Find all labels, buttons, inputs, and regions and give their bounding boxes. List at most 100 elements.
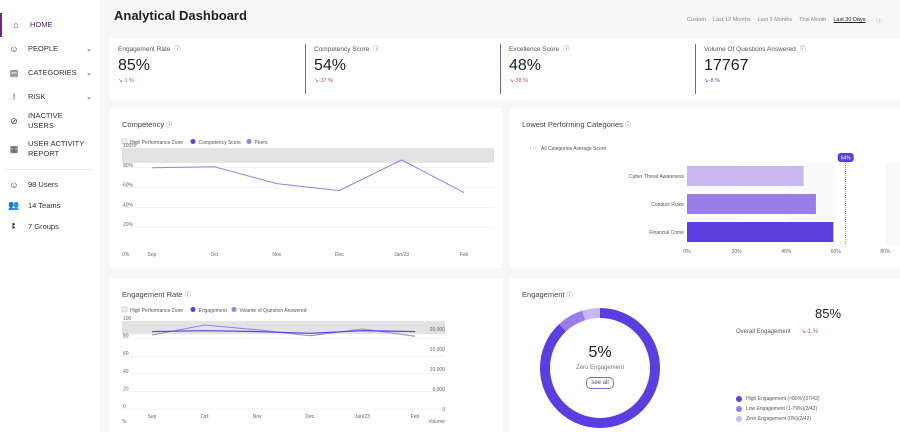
sidebar-item-people[interactable]: ☺ PEOPLE ⌄: [0, 37, 100, 61]
sidebar-item-home[interactable]: ⌂ HOME: [0, 13, 100, 37]
teams-icon: 👥: [8, 200, 20, 210]
x-origin-label: 0%: [122, 252, 130, 258]
y2-tick-label: 20,000: [430, 327, 446, 333]
legend-dot: [246, 139, 252, 144]
report-icon: ▦: [9, 143, 19, 154]
y-tick-label: 80: [123, 334, 129, 340]
y-tick-label: 60%: [123, 183, 134, 189]
sidebar-stat-label: 98 Users: [28, 180, 59, 189]
legend-item: Zero Engagement (0%)(2/42): [736, 414, 820, 424]
x-tick-label: Nov: [253, 414, 262, 420]
zero-engagement-value: 5%: [588, 344, 612, 361]
kpi-label: Volume Of Questions Answered ⓘ: [704, 44, 806, 53]
donut-slice: [582, 308, 601, 321]
date-range-selector: Custom Last 12 Months Last 3 Months This Mo…: [687, 17, 882, 25]
average-legend-label: All Categories Average Score: [541, 146, 606, 152]
kpi-delta: ↘-8 %: [704, 78, 720, 84]
sidebar-item-user-activity-report[interactable]: ▦ USER ACTIVITY REPORT: [0, 133, 100, 165]
groups-icon: ꔪ: [11, 221, 17, 231]
main: Analytical Dashboard Custom Last 12 Month…: [104, 0, 900, 432]
sidebar-item-categories[interactable]: ▤ CATEGORIES ⌄: [0, 61, 100, 85]
kpi-value: 85%: [118, 57, 151, 74]
sidebar-stat-label: 7 Groups: [28, 222, 59, 231]
kpi-excellence-score: Excellence Score ⓘ 48% ↘-38 %: [500, 44, 569, 94]
x-tick-label: 0%: [683, 249, 691, 255]
help-icon[interactable]: ⓘ: [566, 293, 573, 299]
category-bar: [687, 222, 834, 242]
y-axis-label: %: [122, 419, 127, 425]
legend-label: Competency Score: [199, 140, 242, 146]
y2-axis-label: Volume: [428, 419, 445, 425]
average-label: 64%: [841, 156, 852, 162]
donut-slice: [559, 310, 586, 332]
overall-engagement-delta: ↘-1 %: [800, 329, 819, 335]
grid-band: [885, 163, 900, 245]
help-icon: ⓘ: [799, 47, 806, 53]
lowest-categories-card: Lowest Performing Categories ⓘ All Categ…: [510, 108, 900, 268]
sidebar-item-inactive-users[interactable]: ⊘ INACTIVE USERS: [0, 109, 100, 133]
legend-item: Low Engagement (1-79%)(3/42): [736, 404, 820, 414]
overall-engagement-value: 85%: [815, 306, 842, 321]
legend-dot: [736, 396, 742, 402]
range-option[interactable]: This Month: [799, 17, 827, 23]
x-tick-label: 20%: [732, 249, 743, 255]
grid-band: [835, 163, 886, 245]
help-icon[interactable]: ⓘ: [184, 293, 191, 299]
sidebar-stat[interactable]: ꔪ 7 Groups: [0, 216, 100, 237]
see-all-button[interactable]: see all: [586, 377, 614, 389]
x-tick-label: Nov: [272, 252, 281, 258]
engagement-card: Engagement ⓘ 5% Zero Engagement see all …: [510, 278, 900, 432]
y2-tick-label: 15,000: [430, 347, 446, 353]
sidebar: ⌂ HOME ☺ PEOPLE ⌄ ▤ CATEGORIES ⌄! RISK ⌄ ⊘ INACTIVE…: [0, 0, 100, 432]
kpi-label-text: Engagement Rate: [118, 46, 171, 53]
x-tick-label: Jan/23: [355, 414, 370, 420]
chevron-down-icon: ⌄: [86, 94, 92, 101]
help-icon: ⓘ: [563, 47, 570, 53]
y-tick-label: 0: [123, 404, 126, 410]
sidebar-item-label: INACTIVE USERS: [28, 111, 63, 130]
high-zone-legend-swatch: [121, 138, 128, 145]
help-icon[interactable]: ⓘ: [166, 123, 173, 129]
engagement-donut-chart: [540, 308, 660, 428]
engagement-rate-chart: High Performance Zone Engagement Volume of…: [121, 306, 446, 425]
zero-engagement-label: Zero Engagement: [575, 365, 625, 371]
sidebar-stat[interactable]: ☺ 98 Users: [0, 174, 100, 195]
legend-label: Volume of Question Answered: [240, 308, 307, 314]
category-label: Financial Crime: [649, 230, 684, 236]
kpi-label-text: Excellence Score: [509, 46, 560, 53]
kpi-engagement-rate: Engagement Rate ⓘ 85% ↘-1 %: [110, 44, 180, 94]
sidebar-stat-label: 14 Teams: [28, 201, 61, 210]
legend-dot: [231, 307, 237, 312]
range-option[interactable]: Last 12 Months: [713, 17, 751, 23]
categories-icon: ▤: [9, 67, 19, 78]
page-title: Analytical Dashboard: [114, 8, 247, 23]
help-icon[interactable]: ⓘ: [624, 123, 631, 129]
lowest-categories-chart: All Categories Average Score 0% 20% 40% 60% 8…: [530, 146, 900, 255]
legend-label: High Performance Zone: [130, 308, 183, 314]
y-tick-label: 80%: [123, 163, 134, 169]
range-option[interactable]: Custom: [687, 17, 706, 23]
kpi-value: 17767: [704, 57, 749, 74]
sidebar-stat[interactable]: 👥 14 Teams: [0, 195, 100, 216]
category-label: Conduct Rules: [651, 202, 684, 208]
category-bar: [687, 194, 816, 214]
legend-label: High Engagement (>80%)(37/42): [746, 396, 820, 402]
legend-label: Zero Engagement (0%)(2/42): [746, 416, 812, 422]
x-tick-label: Sep: [148, 414, 157, 420]
help-icon: ⓘ: [373, 47, 380, 53]
range-option[interactable]: Last 30 Days: [833, 17, 866, 23]
donut-slice: [540, 308, 660, 428]
y2-tick-label: 5,000: [432, 387, 445, 393]
engagement-rate-title: Engagement Rate: [122, 290, 183, 299]
sidebar-item-risk[interactable]: ! RISK ⌄: [0, 85, 100, 109]
kpi-label: Excellence Score ⓘ: [509, 44, 569, 53]
high-zone-legend-swatch: [121, 306, 128, 313]
legend-dot: [190, 139, 196, 144]
lowest-categories-title: Lowest Performing Categories: [522, 120, 623, 129]
competency-title: Competency: [122, 120, 165, 129]
range-option[interactable]: Last 3 Months: [757, 17, 793, 23]
kpi-delta: ↘-37 %: [314, 78, 333, 84]
people-icon: ☺: [9, 44, 19, 54]
home-icon: ⌂: [13, 20, 19, 30]
y-tick-label: 100%: [123, 143, 136, 149]
